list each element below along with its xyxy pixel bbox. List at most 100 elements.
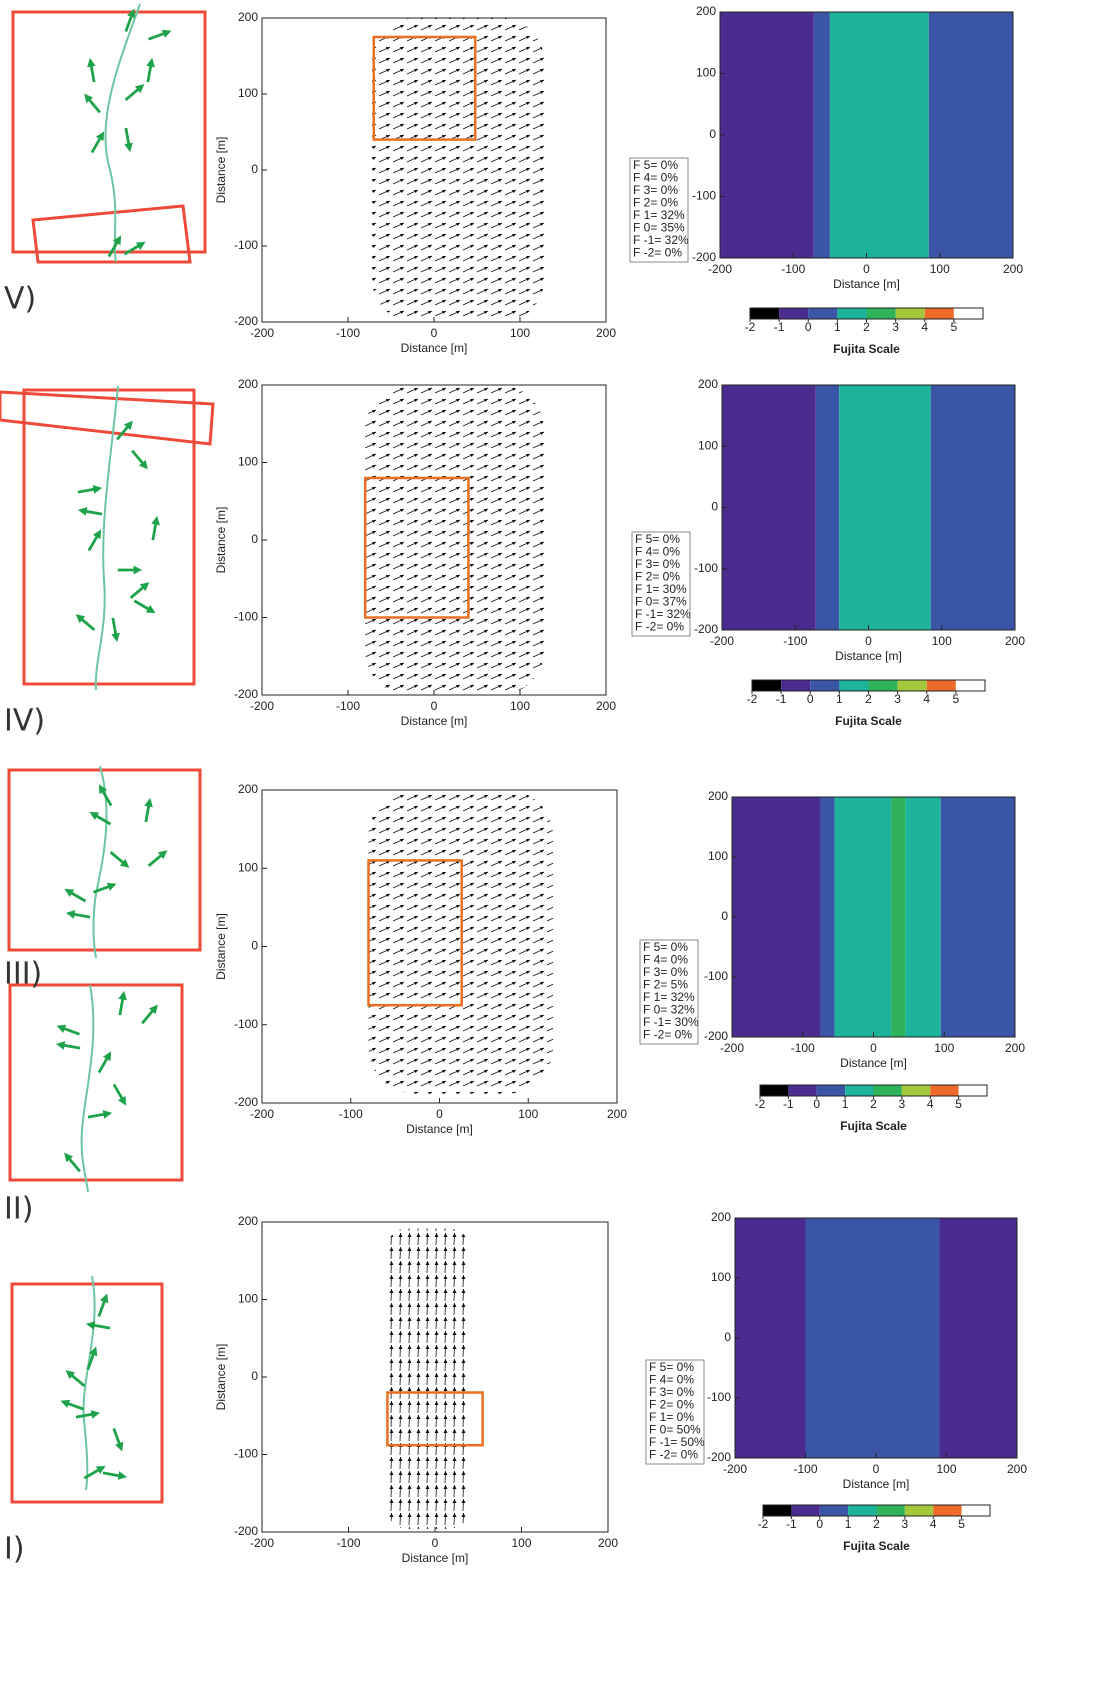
stats-entry: F -2= 0%	[633, 246, 682, 260]
x-tick-label: 0	[431, 326, 438, 340]
band	[820, 797, 835, 1037]
colorbar-tick-label: 0	[805, 320, 812, 334]
x-axis-label: Distance [m]	[406, 1122, 473, 1136]
band	[805, 1218, 940, 1458]
x-axis-label: Distance [m]	[833, 277, 900, 291]
stats-entry: F 2= 0%	[635, 570, 680, 584]
stats-box	[639, 939, 699, 1045]
band	[813, 12, 830, 258]
stats-entry: F 2= 0%	[649, 1398, 694, 1412]
x-tick-label: 0	[863, 262, 870, 276]
x-axis-label: Distance [m]	[401, 341, 468, 355]
x-tick-label: -100	[336, 326, 360, 340]
colorbar-label: Fujita Scale	[840, 1119, 907, 1133]
stats-entry: F 3= 0%	[635, 557, 680, 571]
colorbar-segment	[791, 1505, 820, 1516]
colorbar-tick-label: 3	[899, 1097, 906, 1111]
y-tick-label: -100	[704, 969, 728, 983]
x-tick-label: 200	[596, 699, 616, 713]
stats-entry: F 5= 0%	[633, 158, 678, 172]
stats-entry: F 1= 32%	[643, 990, 695, 1004]
colorbar-tick-label: 1	[845, 1517, 852, 1531]
stats-entry: F 3= 0%	[649, 1385, 694, 1399]
x-tick-label: 200	[596, 326, 616, 340]
colorbar-segment	[904, 1505, 934, 1516]
stats-entry: F 2= 0%	[633, 196, 678, 210]
band	[930, 385, 1015, 630]
y-tick-label: -200	[704, 1029, 728, 1043]
stats-entry: F -1= 32%	[635, 607, 691, 621]
band	[735, 1218, 806, 1458]
colorbar-tick-label: 0	[813, 1097, 820, 1111]
x-tick-label: -100	[791, 1041, 815, 1055]
x-tick-label: 200	[1007, 1462, 1027, 1476]
y-tick-label: 200	[708, 789, 728, 803]
band	[891, 797, 906, 1037]
colorbar-tick-label: 5	[953, 692, 960, 706]
x-tick-label: 100	[510, 326, 530, 340]
sketch-track	[104, 3, 141, 263]
highlight-box	[372, 35, 477, 141]
colorbar-tick-label: 5	[958, 1517, 965, 1531]
arrow-field	[386, 1228, 470, 1529]
colorbar-segment	[895, 308, 925, 319]
stats-entry: F 1= 30%	[635, 582, 687, 596]
colorbar-tick-label: 3	[902, 1517, 909, 1531]
sketch-arrows	[54, 990, 162, 1175]
stats-entry: F 0= 35%	[633, 221, 685, 235]
band	[722, 385, 816, 630]
colorbar-segment	[808, 308, 838, 319]
colorbar-tick-label: -1	[776, 692, 787, 706]
x-tick-label: -200	[710, 634, 734, 648]
x-tick-label: 0	[865, 634, 872, 648]
panel-label: IV)	[4, 704, 45, 739]
arrow-field	[365, 385, 545, 695]
colorbar-tick-label: 4	[927, 1097, 934, 1111]
colorbar-segment	[848, 1505, 877, 1516]
band	[928, 12, 1013, 258]
y-tick-label: 0	[251, 162, 258, 176]
y-tick-label: -100	[234, 610, 258, 624]
colorbar-tick-label: 2	[870, 1097, 877, 1111]
stats-entry: F 0= 32%	[643, 1003, 695, 1017]
stats-entry: F 5= 0%	[649, 1360, 694, 1374]
stats-entry: F -2= 0%	[635, 620, 684, 634]
x-tick-label: -100	[781, 262, 805, 276]
stats-entry: F 4= 0%	[633, 171, 678, 185]
sketch-track	[82, 1275, 96, 1491]
x-axis-label: Distance [m]	[840, 1056, 907, 1070]
stats-entry: F 5= 0%	[635, 532, 680, 546]
colorbar-tick-label: 0	[816, 1517, 823, 1531]
stats-entry: F 0= 37%	[635, 595, 687, 609]
stats-box	[631, 531, 691, 637]
colorbar-segment	[955, 680, 985, 691]
panel-label: I)	[4, 1532, 25, 1567]
y-tick-label: 0	[711, 500, 718, 514]
sketch-arrows	[72, 417, 162, 643]
stats-entry: F 0= 50%	[649, 1423, 701, 1437]
colorbar-tick-label: 1	[836, 692, 843, 706]
colorbar-tick-label: 2	[863, 320, 870, 334]
y-axis-label: Distance [m]	[214, 913, 228, 980]
y-tick-label: 100	[238, 860, 258, 874]
colorbar-segment	[816, 1085, 846, 1096]
x-tick-label: 0	[873, 1462, 880, 1476]
colorbar-tick-label: -1	[774, 320, 785, 334]
colorbar-segment	[924, 308, 954, 319]
highlight-box	[363, 476, 470, 619]
y-tick-label: 100	[238, 1292, 258, 1306]
stats-entry: F 4= 0%	[635, 545, 680, 559]
band	[829, 12, 929, 258]
y-tick-label: 200	[696, 4, 716, 18]
x-tick-label: 0	[870, 1041, 877, 1055]
y-tick-label: 100	[698, 438, 718, 452]
x-tick-label: -200	[250, 1536, 274, 1550]
colorbar-tick-label: 3	[892, 320, 899, 334]
stats-entry: F 1= 0%	[649, 1410, 694, 1424]
sketch-box	[7, 768, 202, 952]
colorbar-segment	[961, 1505, 990, 1516]
y-tick-label: -200	[692, 250, 716, 264]
sketch-track	[80, 984, 95, 1193]
band	[834, 797, 892, 1037]
x-tick-label: 200	[607, 1107, 627, 1121]
